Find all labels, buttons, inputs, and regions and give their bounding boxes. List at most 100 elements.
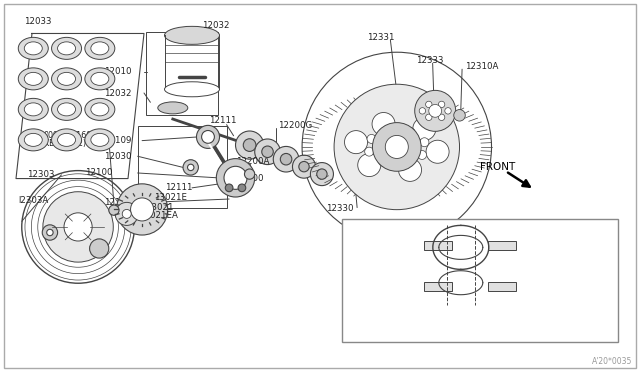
Text: 12111: 12111 (165, 183, 193, 192)
Circle shape (401, 158, 410, 167)
Circle shape (196, 125, 220, 148)
Ellipse shape (85, 98, 115, 121)
FancyBboxPatch shape (4, 4, 636, 368)
Circle shape (438, 114, 445, 121)
Text: 12331: 12331 (367, 33, 394, 42)
Ellipse shape (24, 103, 42, 116)
Circle shape (365, 147, 374, 156)
Ellipse shape (58, 134, 76, 146)
Circle shape (426, 140, 449, 163)
Text: 12030: 12030 (104, 152, 132, 161)
Circle shape (280, 154, 292, 165)
Text: 12111: 12111 (209, 116, 236, 125)
Ellipse shape (164, 26, 220, 44)
Circle shape (438, 101, 445, 108)
Text: 12112: 12112 (104, 198, 132, 207)
Text: 13021EA: 13021EA (139, 211, 178, 220)
Text: 12333: 12333 (416, 56, 444, 65)
Text: 13021E: 13021E (154, 193, 187, 202)
Ellipse shape (85, 37, 115, 60)
Text: 12207S: 12207S (355, 267, 388, 276)
Text: A'20*0035: A'20*0035 (591, 357, 632, 366)
Text: FRONT: FRONT (480, 162, 516, 171)
Circle shape (372, 112, 395, 135)
Ellipse shape (91, 103, 109, 116)
Circle shape (273, 147, 299, 172)
Ellipse shape (52, 37, 81, 60)
Text: 00926-51600: 00926-51600 (44, 131, 97, 140)
Text: 12310A: 12310A (465, 62, 498, 71)
FancyBboxPatch shape (138, 126, 227, 208)
Text: 12207M: 12207M (538, 248, 573, 257)
Circle shape (445, 108, 451, 114)
Ellipse shape (52, 98, 81, 121)
Ellipse shape (58, 103, 76, 116)
Circle shape (42, 225, 58, 240)
Ellipse shape (24, 42, 42, 55)
Circle shape (358, 154, 381, 177)
Polygon shape (16, 33, 144, 179)
Circle shape (202, 131, 214, 143)
Ellipse shape (91, 73, 109, 85)
Circle shape (419, 108, 426, 114)
Circle shape (399, 158, 422, 182)
Ellipse shape (85, 68, 115, 90)
Circle shape (406, 128, 415, 137)
Circle shape (344, 131, 367, 154)
Circle shape (413, 117, 436, 140)
FancyBboxPatch shape (146, 32, 218, 115)
Circle shape (238, 184, 246, 192)
Ellipse shape (58, 42, 76, 55)
Ellipse shape (164, 82, 220, 97)
Circle shape (43, 192, 113, 262)
Circle shape (243, 139, 256, 151)
Text: 12200A: 12200A (236, 157, 269, 166)
Text: 12010: 12010 (104, 67, 132, 76)
Text: 12100: 12100 (85, 169, 113, 177)
Circle shape (47, 229, 53, 236)
Text: 12207+E: 12207+E (422, 231, 462, 240)
Circle shape (384, 126, 393, 135)
FancyBboxPatch shape (424, 241, 452, 250)
Circle shape (426, 101, 432, 108)
Circle shape (417, 151, 426, 160)
Ellipse shape (158, 102, 188, 114)
Circle shape (429, 105, 442, 117)
Ellipse shape (24, 73, 42, 85)
Text: 12032: 12032 (104, 89, 132, 97)
Circle shape (454, 110, 465, 121)
Text: 12303: 12303 (27, 170, 54, 179)
Circle shape (90, 239, 109, 258)
Circle shape (378, 157, 387, 166)
FancyBboxPatch shape (342, 219, 618, 342)
Text: 12207SA: 12207SA (427, 219, 466, 228)
Circle shape (292, 155, 316, 178)
Circle shape (385, 135, 408, 158)
Circle shape (224, 166, 247, 189)
Ellipse shape (19, 37, 48, 60)
Text: 12200G: 12200G (278, 121, 312, 130)
Circle shape (64, 213, 92, 241)
Text: 12207+E: 12207+E (422, 295, 462, 304)
Circle shape (420, 138, 429, 147)
Text: 13021: 13021 (146, 203, 173, 212)
FancyBboxPatch shape (488, 241, 516, 250)
Circle shape (310, 163, 333, 186)
Ellipse shape (19, 98, 48, 121)
Ellipse shape (52, 129, 81, 151)
Ellipse shape (19, 68, 48, 90)
Circle shape (115, 202, 138, 225)
Ellipse shape (52, 68, 81, 90)
Circle shape (183, 160, 198, 175)
Ellipse shape (58, 73, 76, 85)
Ellipse shape (91, 42, 109, 55)
Circle shape (262, 146, 273, 157)
Circle shape (131, 198, 154, 221)
Circle shape (244, 169, 255, 179)
Circle shape (302, 52, 492, 242)
Circle shape (317, 169, 327, 179)
Text: 12033: 12033 (24, 17, 52, 26)
Text: 12303C: 12303C (58, 234, 91, 243)
Circle shape (22, 171, 134, 283)
Circle shape (216, 158, 255, 197)
